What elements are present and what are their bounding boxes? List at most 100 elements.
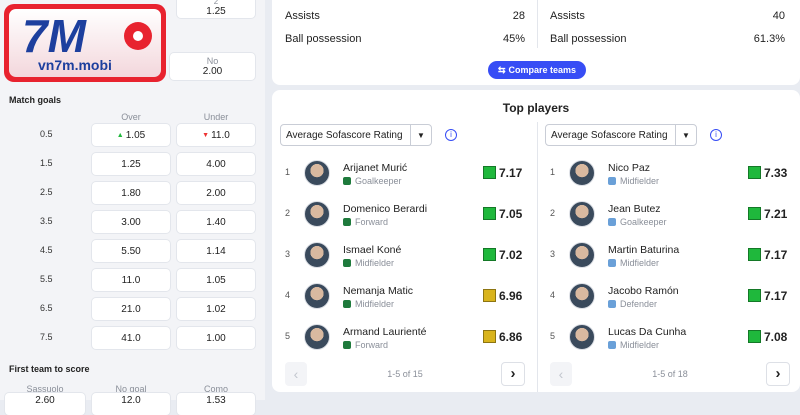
player-name[interactable]: Nico Paz	[608, 162, 651, 174]
player-name[interactable]: Arijanet Murić	[343, 162, 408, 174]
odd-cell[interactable]: 2.00	[177, 182, 255, 204]
odd-cell[interactable]: ▲ 1.05	[92, 124, 170, 146]
odd-cell[interactable]: 1.02	[177, 298, 255, 320]
player-name[interactable]: Nemanja Matic	[343, 285, 414, 297]
compare-label: Compare teams	[508, 65, 577, 75]
info-icon[interactable]: i	[445, 129, 457, 141]
stat-value: 61.3%	[753, 33, 785, 45]
team-icon	[608, 300, 616, 308]
odd-value: 1.80	[121, 187, 141, 199]
divider	[537, 122, 538, 392]
rating-badge	[483, 248, 496, 261]
rating-badge	[748, 207, 761, 220]
odd-cell[interactable]: 3.00	[92, 211, 170, 233]
odd-value: 1.05	[206, 274, 226, 286]
odd-cell[interactable]: 12.0	[92, 393, 170, 415]
stat-value: 40	[772, 10, 785, 22]
odd-value: 1.25	[121, 158, 141, 170]
info-icon[interactable]: i	[710, 129, 722, 141]
player-rank: 4	[550, 290, 556, 300]
player-rating: 7.05	[499, 207, 523, 221]
player-avatar[interactable]	[569, 324, 595, 350]
player-avatar[interactable]	[304, 324, 330, 350]
rating-badge	[748, 289, 761, 302]
team-icon	[343, 300, 351, 308]
goal-line: 5.5	[40, 274, 53, 284]
next-button[interactable]: ›	[766, 362, 790, 386]
player-rank: 1	[285, 167, 291, 177]
odd-cell[interactable]: 5.50	[92, 240, 170, 262]
odd-cell[interactable]: 4.00	[177, 153, 255, 175]
odd-cell[interactable]: ▼ 11.0	[177, 124, 255, 146]
compare-icon: ⇆	[497, 64, 506, 75]
odd-cell[interactable]: 1.25	[92, 153, 170, 175]
prev-button[interactable]: ‹	[285, 362, 307, 386]
option-label: Como	[203, 384, 228, 394]
odd-value: 2.00	[202, 66, 223, 77]
odd-cell[interactable]: 2.60	[5, 393, 85, 415]
top-players-card: Top players Average Sofascore Rating ▼ i 1 A…	[272, 90, 800, 392]
stat-label: Assists	[550, 10, 585, 22]
player-rating: 7.17	[764, 289, 788, 303]
logo-ball-patch	[133, 31, 143, 41]
player-avatar[interactable]	[569, 242, 595, 268]
odd-cell[interactable]: 2 1.25	[177, 0, 255, 18]
odd-cell[interactable]: 1.14	[177, 240, 255, 262]
player-name[interactable]: Jean Butez	[608, 203, 661, 215]
player-rank: 1	[550, 167, 556, 177]
player-rank: 3	[550, 249, 556, 259]
player-position: Midfielder	[620, 340, 660, 350]
card-title: Top players	[502, 101, 570, 115]
next-button[interactable]: ›	[501, 362, 525, 386]
player-avatar[interactable]	[304, 201, 330, 227]
stat-value: 28	[512, 10, 525, 22]
team-icon	[608, 341, 616, 349]
player-avatar[interactable]	[569, 283, 595, 309]
prev-button[interactable]: ‹	[550, 362, 572, 386]
odd-cell[interactable]: No 2.00	[170, 53, 255, 80]
player-name[interactable]: Domenico Berardi	[343, 203, 428, 215]
player-name[interactable]: Martin Baturina	[608, 244, 680, 256]
logo-domain: vn7m.mobi	[38, 57, 112, 73]
column-header: Under	[203, 112, 229, 122]
odd-value: 1.05	[125, 129, 146, 141]
odd-value: 5.50	[121, 245, 141, 257]
player-avatar[interactable]	[304, 283, 330, 309]
rating-dropdown[interactable]: Average Sofascore Rating ▼	[545, 124, 697, 146]
odd-cell[interactable]: 1.53	[177, 393, 255, 415]
goal-line: 2.5	[40, 187, 53, 197]
rating-dropdown[interactable]: Average Sofascore Rating ▼	[280, 124, 432, 146]
logo: 7M vn7m.mobi	[4, 4, 166, 82]
player-position: Midfielder	[355, 258, 395, 268]
player-position: Midfielder	[620, 258, 660, 268]
player-rank: 2	[550, 208, 556, 218]
odd-cell[interactable]: 1.40	[177, 211, 255, 233]
player-avatar[interactable]	[569, 160, 595, 186]
player-name[interactable]: Ismael Koné	[343, 244, 402, 256]
player-name[interactable]: Armand Laurienté	[343, 326, 427, 338]
section-title: First team to score	[9, 364, 90, 374]
odd-cell[interactable]: 1.80	[92, 182, 170, 204]
odd-cell[interactable]: 1.05	[177, 269, 255, 291]
trend-up: ▲	[116, 131, 124, 139]
odd-cell[interactable]: 1.00	[177, 327, 255, 349]
odd-cell[interactable]: 11.0	[92, 269, 170, 291]
dropdown-caret[interactable]: ▼	[675, 125, 696, 145]
goal-line: 7.5	[40, 332, 53, 342]
player-name[interactable]: Lucas Da Cunha	[608, 326, 687, 338]
player-avatar[interactable]	[569, 201, 595, 227]
player-rating: 7.21	[764, 207, 788, 221]
odd-cell[interactable]: 21.0	[92, 298, 170, 320]
dropdown-caret[interactable]: ▼	[410, 125, 431, 145]
odd-label: No	[206, 56, 219, 66]
odd-value: 11.0	[211, 129, 230, 141]
player-position: Forward	[355, 217, 389, 227]
player-avatar[interactable]	[304, 242, 330, 268]
team-icon	[608, 218, 616, 226]
odd-cell[interactable]: 41.0	[92, 327, 170, 349]
player-rank: 3	[285, 249, 291, 259]
compare-button[interactable]: ⇆ Compare teams	[488, 61, 586, 79]
player-name[interactable]: Jacobo Ramón	[608, 285, 679, 297]
player-avatar[interactable]	[304, 160, 330, 186]
odd-value: 1.02	[206, 303, 226, 315]
